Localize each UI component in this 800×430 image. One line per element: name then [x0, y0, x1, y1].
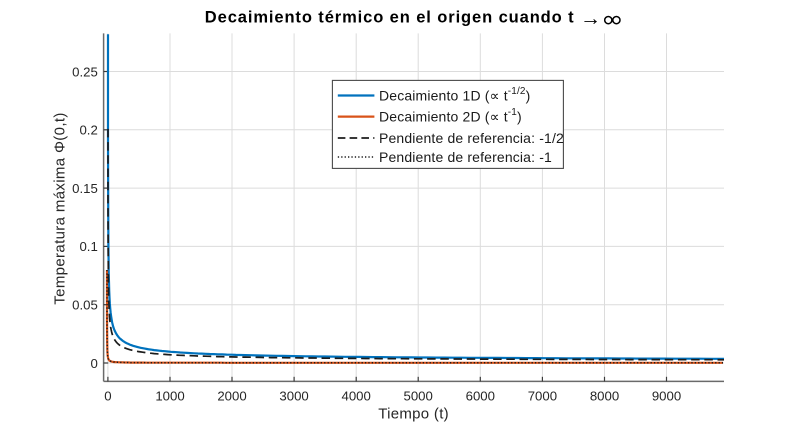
svg-text:Pendiente de referencia: -1/2: Pendiente de referencia: -1/2 — [379, 130, 564, 146]
svg-text:1000: 1000 — [155, 389, 184, 404]
svg-text:8000: 8000 — [590, 389, 619, 404]
svg-text:Pendiente de referencia: -1: Pendiente de referencia: -1 — [379, 149, 552, 165]
svg-text:2000: 2000 — [217, 389, 246, 404]
svg-text:0.2: 0.2 — [79, 123, 97, 138]
svg-text:0.25: 0.25 — [72, 64, 98, 79]
svg-text:9000: 9000 — [652, 389, 681, 404]
svg-text:Decaimiento 2D (∝ t-1​): Decaimiento 2D (∝ t-1​) — [379, 107, 522, 125]
svg-text:0: 0 — [90, 356, 97, 371]
svg-text:Tiempo (t): Tiempo (t) — [378, 406, 449, 423]
svg-text:0.15: 0.15 — [72, 181, 98, 196]
svg-text:6000: 6000 — [466, 389, 495, 404]
svg-text:0.05: 0.05 — [72, 298, 98, 313]
svg-text:7000: 7000 — [528, 389, 557, 404]
svg-text:0: 0 — [104, 389, 111, 404]
svg-text:5000: 5000 — [404, 389, 433, 404]
svg-text:Decaimiento térmico en el orig: Decaimiento térmico en el origen cuando … — [205, 7, 601, 30]
svg-text:Temperatura máxima Φ(0,t): Temperatura máxima Φ(0,t) — [52, 112, 69, 304]
svg-text:Decaimiento 1D (∝ t-1/2​): Decaimiento 1D (∝ t-1/2​) — [379, 86, 530, 104]
svg-text:3000: 3000 — [279, 389, 308, 404]
svg-text:4000: 4000 — [342, 389, 371, 404]
svg-text:0.1: 0.1 — [79, 239, 97, 254]
